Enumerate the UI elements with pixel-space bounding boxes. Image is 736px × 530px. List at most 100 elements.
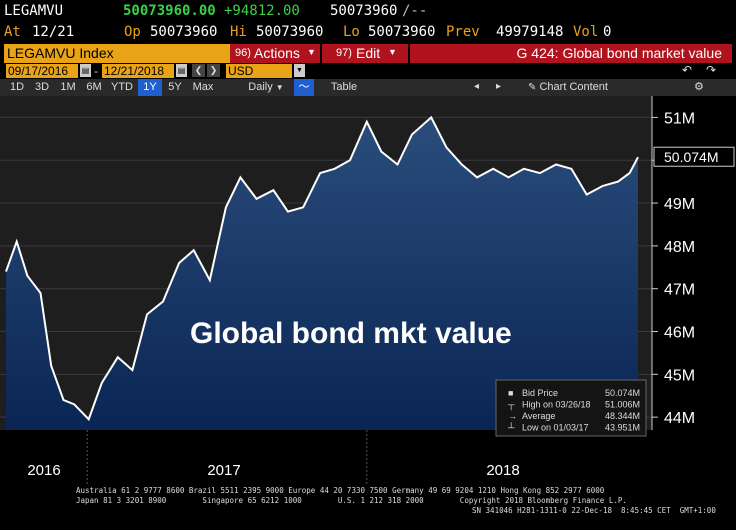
legend-label: Average <box>522 411 555 421</box>
period-max[interactable]: Max <box>192 81 214 93</box>
x-tick-label: 2016 <box>27 462 60 479</box>
page-title-bar: G 424: Global bond market value <box>410 44 732 63</box>
period-toolbar: 1D 3D 1M 6M YTD 1Y 5Y Max Daily ▼ 〜 Table ◂ ▸ ✎… <box>0 79 736 96</box>
start-calendar-icon[interactable]: ▤ <box>80 64 91 77</box>
lo-value: 50073960 <box>368 24 436 40</box>
frequency-label: Daily <box>248 81 273 93</box>
undo-icon[interactable]: ↶ <box>682 63 693 77</box>
chart-content-button[interactable]: ✎ Chart Content <box>508 79 628 96</box>
chart-annotation: Global bond mkt value <box>190 317 512 350</box>
quote-line: LEGAMVU 50073960.00 +94812.00 50073960 /… <box>0 0 736 22</box>
frequency-dropdown-icon: ▼ <box>275 83 284 92</box>
hi-label: Hi <box>230 24 247 40</box>
op-label: Op <box>124 24 141 40</box>
time-axis-background <box>0 430 652 486</box>
y-tick-label: 45M <box>664 367 695 384</box>
at-date: 12/21 <box>32 24 75 40</box>
footer-line-3: SN 341046 H281-1311-0 22-Dec-18 8:45:45 … <box>472 506 716 515</box>
edit-num: 97) <box>336 47 352 59</box>
right-arrow-icon[interactable]: ▸ <box>496 81 502 92</box>
next-range-icon[interactable]: ❯ <box>207 64 220 77</box>
legend-items: ■ Bid Price 50.074M ┬ High on 03/26/18 51.006… <box>507 388 640 433</box>
legend-marker: ┬ <box>507 400 515 411</box>
price-area <box>6 117 638 431</box>
x-tick-label: 2018 <box>486 462 519 479</box>
security-field[interactable]: LEGAMVU Index <box>4 44 230 63</box>
legend-box: ■ Bid Price 50.074M ┬ High on 03/26/18 51.006… <box>495 379 647 437</box>
end-date-field[interactable]: 12/21/2018 <box>102 64 174 78</box>
currency: USD <box>228 64 254 78</box>
prev-label: Prev <box>446 24 480 40</box>
last-price-tag: 50.074M <box>653 146 735 167</box>
vol-label: Vol <box>573 24 599 40</box>
end-calendar-icon[interactable]: ▤ <box>176 64 187 77</box>
legend-value: 48.344M <box>605 411 640 421</box>
vol-value: 0 <box>603 24 612 40</box>
table-button[interactable]: Table <box>322 79 366 96</box>
last-price-2: 50073960 <box>330 3 398 19</box>
trend-indicator: /-- <box>402 3 428 19</box>
actions-dropdown-icon: ▼ <box>307 47 316 57</box>
end-date: 12/21/2018 <box>104 64 165 78</box>
lo-label: Lo <box>343 24 360 40</box>
actions-label: Actions <box>254 45 300 61</box>
start-date: 09/17/2016 <box>8 64 69 78</box>
hi-value: 50073960 <box>256 24 324 40</box>
legend-value: 50.074M <box>605 388 640 398</box>
currency-dropdown-icon[interactable]: ▼ <box>294 64 305 77</box>
legend-value: 51.006M <box>605 400 640 410</box>
line-chart-button[interactable]: 〜 <box>294 79 314 96</box>
chart-content-icon: ✎ <box>528 82 537 93</box>
start-date-field[interactable]: 09/17/2016 <box>6 64 78 78</box>
at-label: At <box>4 24 21 40</box>
legend-label: High on 03/26/18 <box>522 400 591 410</box>
period-3d[interactable]: 3D <box>34 81 50 93</box>
legend-marker: ■ <box>508 388 513 398</box>
legend-marker: → <box>508 411 517 421</box>
legend-label: Bid Price <box>522 388 558 398</box>
y-tick-label: 46M <box>664 325 695 342</box>
frequency-select[interactable]: Daily ▼ <box>242 79 290 96</box>
y-tick-label: 51M <box>664 110 695 127</box>
page-title: G 424: Global bond market value <box>516 45 722 61</box>
period-1m[interactable]: 1M <box>60 81 76 93</box>
last-price-tag-box <box>653 146 735 167</box>
legend-background <box>495 379 647 437</box>
period-ytd[interactable]: YTD <box>111 81 133 93</box>
line-chart-icon: 〜 <box>298 81 310 93</box>
y-tick-label: 48M <box>664 239 695 256</box>
stats-line: At 12/21 Op 50073960 Hi 50073960 Lo 5007… <box>0 22 736 44</box>
op-value: 50073960 <box>150 24 218 40</box>
ticker: LEGAMVU <box>4 3 64 19</box>
legend-marker: ┴ <box>507 422 515 433</box>
left-arrow-icon[interactable]: ◂ <box>474 81 480 92</box>
period-5y[interactable]: 5Y <box>168 81 182 93</box>
chart-content-label: Chart Content <box>539 81 608 93</box>
prev-value: 49979148 <box>496 24 564 40</box>
y-tick-label: 49M <box>664 196 695 213</box>
y-tick-label: 47M <box>664 282 695 299</box>
price-line <box>5 115 639 422</box>
period-1y[interactable]: 1Y <box>138 79 162 96</box>
edit-label: Edit <box>356 45 381 61</box>
redo-icon[interactable]: ↷ <box>706 63 717 77</box>
legend-label: Low on 01/03/17 <box>522 423 589 433</box>
edit-dropdown-icon: ▼ <box>388 47 397 57</box>
legend-value: 43.951M <box>605 423 640 433</box>
actions-menu[interactable]: 96) Actions ▼ <box>230 44 320 63</box>
edit-menu[interactable]: 97) Edit ▼ <box>322 44 408 63</box>
last-price-tag-label: 50.074M <box>664 149 718 165</box>
security-name: LEGAMVU Index <box>7 45 114 61</box>
settings-icon[interactable]: ⚙ <box>694 81 704 93</box>
price-change: +94812.00 <box>224 3 300 19</box>
date-range-bar: 09/17/2016 ▤ - 12/21/2018 ▤ ❮ ❯ USD ▼ ↶ … <box>0 63 736 79</box>
x-tick-label: 2017 <box>207 462 240 479</box>
y-tick-label: 44M <box>664 410 695 427</box>
prev-range-icon[interactable]: ❮ <box>192 64 205 77</box>
currency-field[interactable]: USD <box>226 64 292 78</box>
table-label: Table <box>330 81 358 93</box>
period-1d[interactable]: 1D <box>9 81 25 93</box>
footer-line-2: Japan 81 3 3201 8900 Singapore 65 6212 1… <box>76 496 627 505</box>
period-6m[interactable]: 6M <box>86 81 102 93</box>
